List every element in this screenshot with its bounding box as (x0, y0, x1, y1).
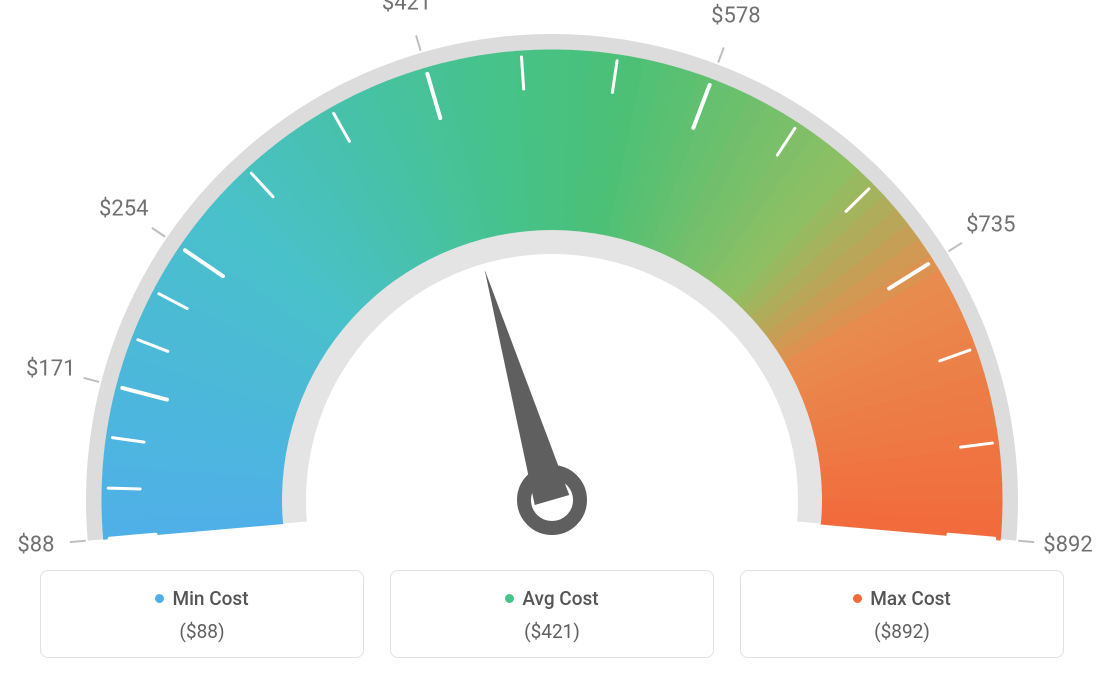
tick-label: $171 (26, 357, 75, 382)
legend-card: Avg Cost ($421) (390, 570, 714, 658)
gauge-svg (0, 0, 1104, 560)
legend-row: Min Cost ($88) Avg Cost ($421) Max Cost ($892… (0, 570, 1104, 658)
legend-title-text: Avg Cost (522, 587, 598, 610)
legend-card: Min Cost ($88) (40, 570, 364, 658)
legend-value: ($421) (401, 620, 703, 643)
legend-title-text: Max Cost (870, 587, 950, 610)
tick-label: $88 (17, 533, 54, 558)
tick-label: $421 (382, 0, 431, 15)
gauge-chart: $88 $171 $254 $421 $578 $735 $892 (0, 0, 1104, 560)
tick-label: $254 (99, 196, 148, 221)
legend-dot-icon (505, 594, 514, 603)
legend-value: ($892) (751, 620, 1053, 643)
legend-card: Max Cost ($892) (740, 570, 1064, 658)
legend-value: ($88) (51, 620, 353, 643)
tick-label: $735 (966, 212, 1015, 237)
legend-title: Max Cost (751, 587, 1053, 610)
legend-dot-icon (853, 594, 862, 603)
tick-label: $892 (1043, 533, 1092, 558)
chart-container: $88 $171 $254 $421 $578 $735 $892 Min Cost ($88… (0, 0, 1104, 690)
legend-title-text: Min Cost (172, 587, 248, 610)
legend-dot-icon (155, 594, 164, 603)
tick-label: $578 (711, 3, 760, 28)
legend-title: Min Cost (51, 587, 353, 610)
legend-title: Avg Cost (401, 587, 703, 610)
